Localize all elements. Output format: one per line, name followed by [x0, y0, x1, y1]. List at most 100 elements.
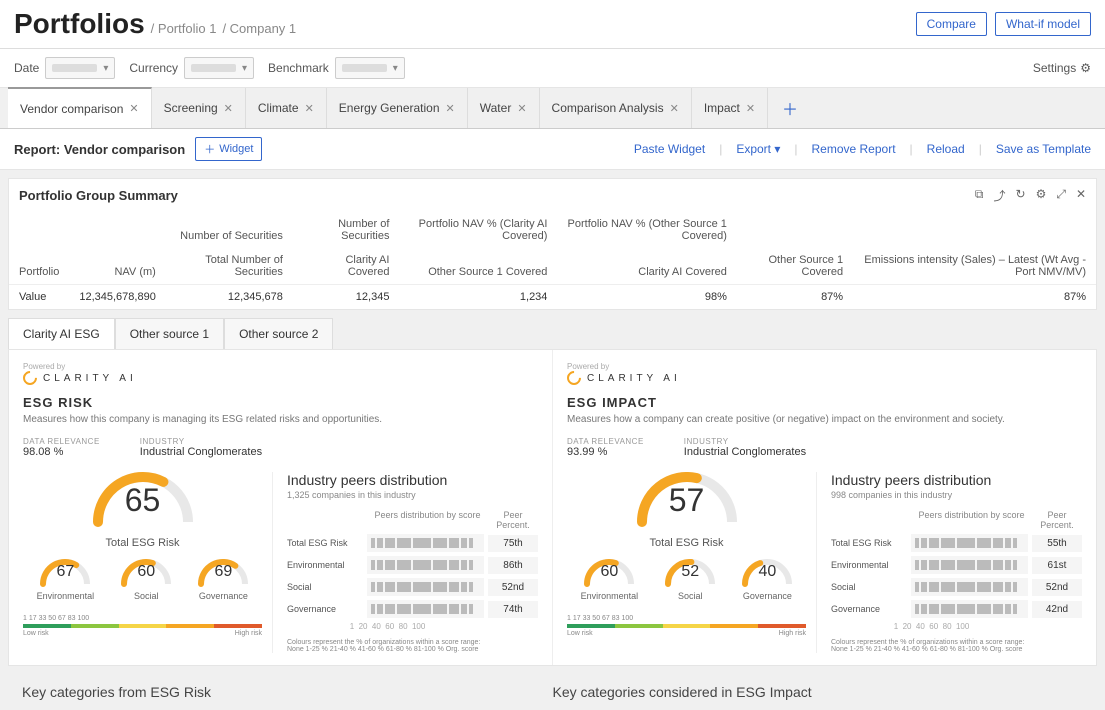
tab-vendor-comparison[interactable]: Vendor comparison✕	[8, 87, 152, 128]
mini-gauge: 69Governance	[198, 559, 248, 601]
close-icon[interactable]: ✕	[224, 102, 233, 115]
copy-icon[interactable]: ⧉	[975, 187, 984, 204]
page-title: Portfolios	[14, 8, 145, 40]
breadcrumb: Portfolios / Portfolio 1 / Company 1	[14, 8, 916, 40]
tab-climate[interactable]: Climate✕	[246, 88, 327, 128]
table-header: Other Source 1 Covered	[737, 248, 853, 285]
close-icon[interactable]: ✕	[517, 102, 526, 115]
gear-icon[interactable]: ⚙	[1036, 187, 1047, 204]
date-label: Date	[14, 61, 39, 75]
dist-row: Environmental86th	[287, 556, 538, 574]
relevance-value: 93.99 %	[567, 446, 644, 458]
close-icon[interactable]: ✕	[129, 102, 138, 115]
esg-tab[interactable]: Clarity AI ESG	[8, 318, 115, 349]
reload-link[interactable]: Reload	[927, 142, 982, 156]
dist-row: Social52nd	[831, 578, 1082, 596]
key-cat-risk: Key categories from ESG Risk	[22, 684, 553, 700]
add-tab-button[interactable]: ＋	[768, 88, 812, 128]
dist-subtitle: 998 companies in this industry	[831, 490, 1082, 500]
panel-title: Portfolio Group Summary	[19, 188, 975, 203]
clarity-mark-icon	[20, 368, 40, 388]
industry-label: INDUSTRY	[140, 437, 262, 446]
remove-report-link[interactable]: Remove Report	[812, 142, 913, 156]
benchmark-dropdown[interactable]: ▾	[335, 57, 405, 79]
summary-table: Number of SecuritiesNumber of Securities…	[9, 212, 1096, 309]
esg-tab[interactable]: Other source 2	[224, 318, 333, 349]
gear-icon: ⚙	[1080, 61, 1091, 75]
table-cell: 12,345	[293, 285, 400, 310]
table-header: Other Source 1 Covered	[399, 248, 557, 285]
add-widget-button[interactable]: ＋ Widget	[195, 137, 262, 161]
close-icon[interactable]: ✕	[670, 102, 679, 115]
table-cell: 12,345,678,890	[69, 285, 165, 310]
total-gauge: 65 Total ESG Risk	[23, 472, 262, 549]
esg-impact-title: ESG IMPACT	[567, 395, 1082, 410]
tab-water[interactable]: Water ✕	[468, 88, 540, 128]
table-superheader	[737, 212, 853, 248]
currency-dropdown[interactable]: ▾	[184, 57, 254, 79]
settings-label: Settings	[1033, 61, 1076, 75]
table-header: Clarity AI Covered	[557, 248, 736, 285]
tab-label: Screening	[164, 101, 218, 115]
tab-label: Energy Generation	[339, 101, 440, 115]
table-header: Emissions intensity (Sales) – Latest (Wt…	[853, 248, 1096, 285]
clarity-logo: CLARITY AI	[567, 371, 1082, 385]
dist-row: Total ESG Risk55th	[831, 534, 1082, 552]
table-cell: 87%	[853, 285, 1096, 310]
table-superheader: Number of Securities	[166, 212, 293, 248]
total-gauge: 57 Total ESG Risk	[567, 472, 806, 549]
tab-label: Comparison Analysis	[552, 101, 664, 115]
chevron-down-icon: ▾	[242, 63, 247, 74]
export-link[interactable]: Export ▾	[736, 142, 797, 156]
settings-link[interactable]: Settings ⚙	[1033, 61, 1091, 75]
tab-energy-generation[interactable]: Energy Generation ✕	[327, 88, 468, 128]
table-cell: 87%	[737, 285, 853, 310]
table-cell: 12,345,678	[166, 285, 293, 310]
table-superheader: Portfolio NAV % (Clarity AI Covered)	[399, 212, 557, 248]
compare-button[interactable]: Compare	[916, 12, 987, 36]
dist-title: Industry peers distribution	[831, 472, 1082, 488]
close-icon[interactable]: ✕	[746, 102, 755, 115]
tab-impact[interactable]: Impact✕	[692, 88, 768, 128]
tab-label: Water	[480, 101, 512, 115]
table-cell: Value	[9, 285, 69, 310]
esg-tab[interactable]: Other source 1	[115, 318, 224, 349]
esg-risk-subtitle: Measures how this company is managing it…	[23, 414, 538, 425]
save-template-link[interactable]: Save as Template	[996, 142, 1091, 156]
dist-row: Governance74th	[287, 600, 538, 618]
tab-comparison-analysis[interactable]: Comparison Analysis ✕	[540, 88, 692, 128]
industry-value: Industrial Conglomerates	[140, 446, 262, 458]
date-dropdown[interactable]: ▾	[45, 57, 115, 79]
whatif-button[interactable]: What-if model	[995, 12, 1091, 36]
tab-screening[interactable]: Screening ✕	[152, 88, 246, 128]
crumb-company[interactable]: / Company 1	[222, 21, 296, 36]
table-header: NAV (m)	[69, 248, 165, 285]
table-superheader	[9, 212, 69, 248]
table-header: Portfolio	[9, 248, 69, 285]
powered-by-label: Powered by	[567, 362, 1082, 371]
close-icon[interactable]: ✕	[446, 102, 455, 115]
crumb-portfolio[interactable]: / Portfolio 1	[151, 21, 217, 36]
upload-icon[interactable]: ⤴	[993, 187, 1005, 204]
close-icon[interactable]: ✕	[305, 102, 314, 115]
dist-title: Industry peers distribution	[287, 472, 538, 488]
mini-gauge: 60Social	[121, 559, 171, 601]
industry-label: INDUSTRY	[684, 437, 806, 446]
table-superheader	[69, 212, 165, 248]
paste-widget-link[interactable]: Paste Widget	[634, 142, 723, 156]
export-label: Export	[736, 142, 771, 156]
close-icon[interactable]: ✕	[1076, 187, 1086, 204]
scale-legend: 1 17 33 50 67 83 100 Low riskHigh risk	[567, 615, 806, 637]
currency-label: Currency	[129, 61, 178, 75]
plus-icon: ＋	[204, 141, 215, 157]
mini-gauge: 40Governance	[742, 559, 792, 601]
report-tabs: Vendor comparison✕Screening✕Climate✕Ener…	[0, 88, 1105, 129]
mini-gauge: 67Environmental	[37, 559, 95, 601]
chevron-down-icon: ▾	[393, 63, 398, 74]
benchmark-label: Benchmark	[268, 61, 329, 75]
expand-icon[interactable]: ⤢	[1056, 187, 1066, 204]
industry-value: Industrial Conglomerates	[684, 446, 806, 458]
relevance-label: DATA RELEVANCE	[23, 437, 100, 446]
dist-legend: Colours represent the % of organizations…	[287, 639, 538, 653]
refresh-icon[interactable]: ↻	[1016, 187, 1026, 204]
